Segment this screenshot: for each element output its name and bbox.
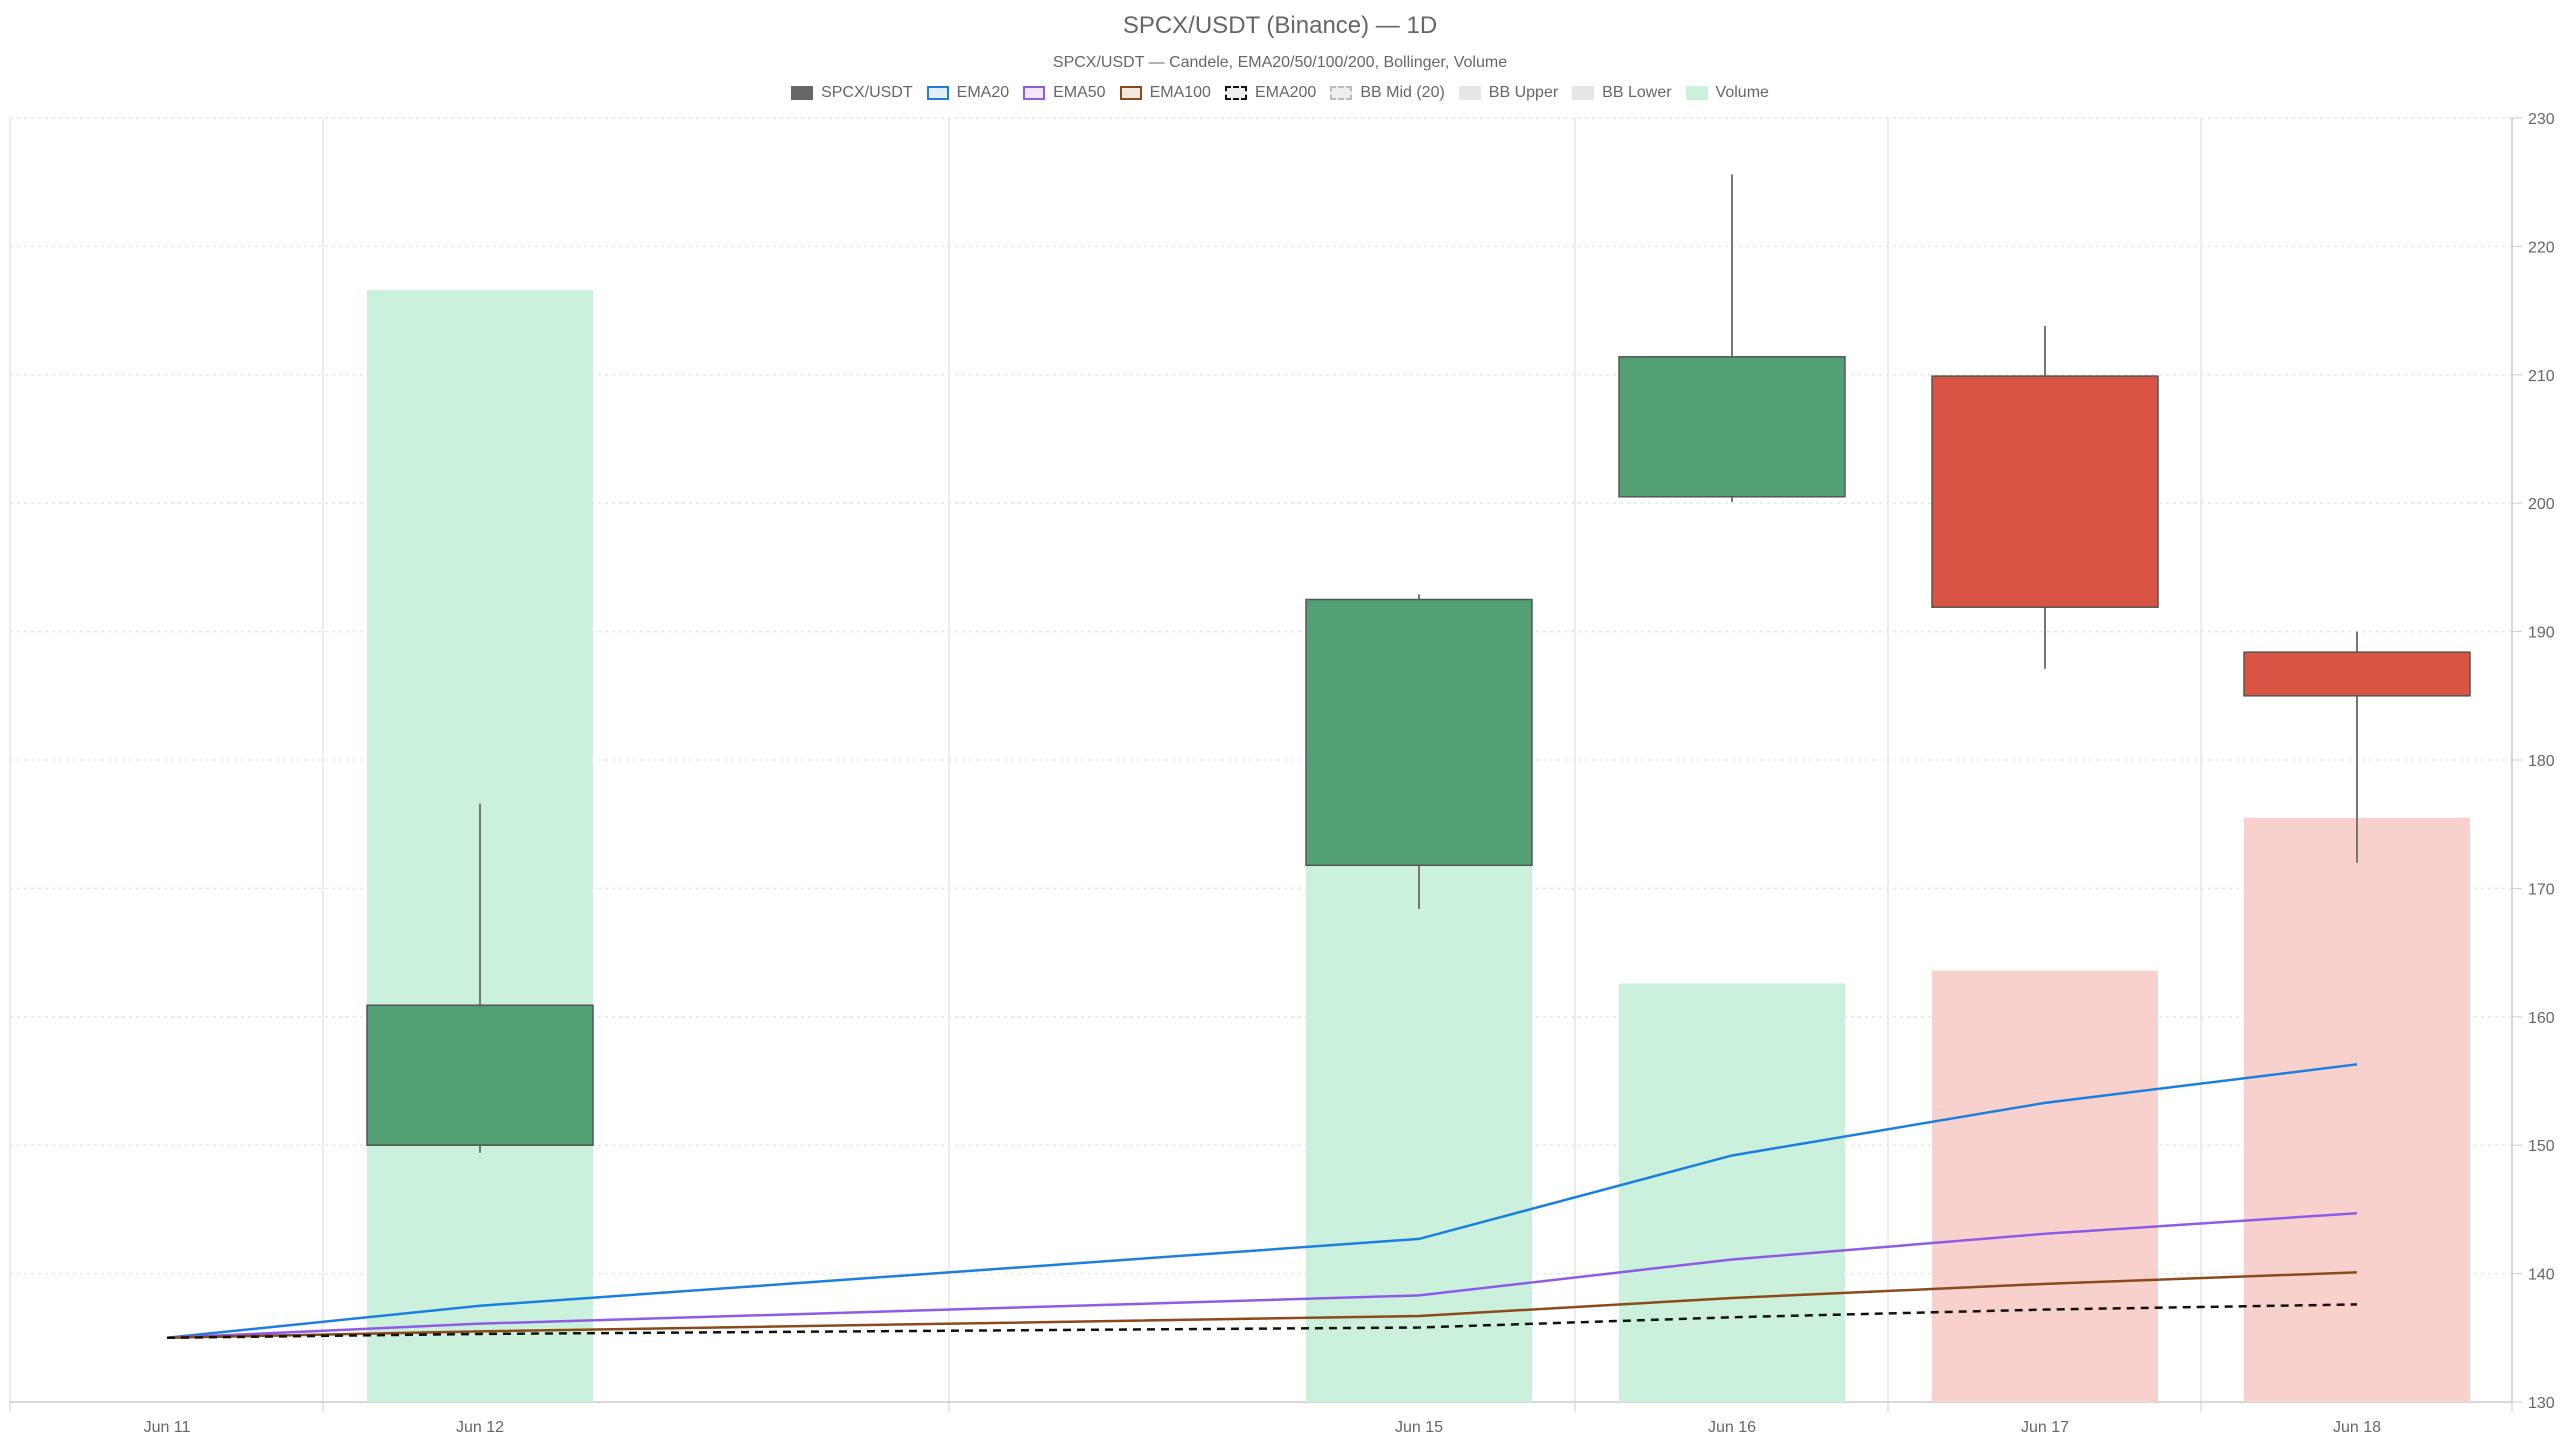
legend-item[interactable]: EMA20 [926,84,1010,102]
ema-line-ema100 [166,1271,2358,1340]
y-tick-label: 210 [2528,368,2555,385]
chart-subtitle: SPCX/USDT — Candele, EMA20/50/100/200, B… [1052,54,1508,71]
y-tick-label: 180 [2528,753,2555,770]
legend-swatch [1572,86,1595,100]
legend-label: BB Lower [1602,84,1672,101]
legend-item[interactable]: EMA200 [1224,84,1317,102]
legend-item[interactable]: Volume [1685,84,1769,102]
y-tick-label: 160 [2528,1010,2555,1027]
x-tick-label: Jun 15 [1395,1419,1443,1436]
legend-label: BB Upper [1488,84,1559,101]
chart-legend: SPCX/USDT EMA20 EMA50 EMA100 EMA200 BB Mid (2… [0,84,2560,102]
candle-body [1931,375,2159,608]
legend-swatch [1119,86,1142,100]
legend-item[interactable]: BB Upper [1458,84,1559,102]
x-tick-label: Jun 11 [144,1419,191,1436]
x-tick-label: Jun 17 [2021,1419,2069,1436]
y-tick-label: 150 [2528,1138,2555,1155]
legend-item[interactable]: BB Mid (20) [1330,84,1445,102]
legend-item[interactable]: SPCX/USDT [791,84,913,102]
y-tick-label: 200 [2528,496,2555,513]
legend-label: BB Mid (20) [1360,84,1445,101]
volume-bar [1619,983,1845,1402]
y-tick-label: 190 [2528,625,2555,642]
x-tick-label: Jun 16 [1708,1419,1756,1436]
legend-swatch [1224,86,1247,100]
legend-swatch [1023,86,1046,100]
legend-item[interactable]: EMA100 [1119,84,1211,102]
candle-body [366,1004,594,1146]
x-tick-label: Jun 18 [2333,1419,2381,1436]
ema-line-ema50 [166,1212,2358,1340]
legend-label: SPCX/USDT [821,84,913,101]
ema-line-ema20 [166,1063,2358,1340]
legend-swatch [791,86,814,100]
legend-swatch [1330,86,1353,100]
y-tick-label: 170 [2528,881,2555,898]
volume-bar [1932,970,2158,1402]
legend-label: EMA200 [1254,84,1317,101]
candle-body [1305,598,1533,867]
legend-swatch [1685,86,1708,100]
candle-body [1618,356,1846,498]
candle-body [2243,651,2471,697]
chart-title: SPCX/USDT (Binance) — 1D [1122,12,1438,39]
legend-label: EMA50 [1053,84,1106,101]
legend-label: EMA100 [1149,84,1211,101]
legend-item[interactable]: BB Lower [1572,84,1672,102]
legend-item[interactable]: EMA50 [1023,84,1106,102]
y-tick-label: 230 [2528,111,2555,128]
legend-label: EMA20 [956,84,1010,101]
y-tick-label: 140 [2528,1267,2555,1284]
legend-swatch [1458,86,1481,100]
y-tick-label: 220 [2528,239,2555,256]
x-tick-label: Jun 12 [456,1419,504,1436]
legend-swatch [926,86,949,100]
legend-label: Volume [1715,84,1769,101]
y-tick-label: 130 [2528,1395,2555,1412]
volume-bar [2244,817,2470,1402]
volume-bar [1306,865,1532,1402]
